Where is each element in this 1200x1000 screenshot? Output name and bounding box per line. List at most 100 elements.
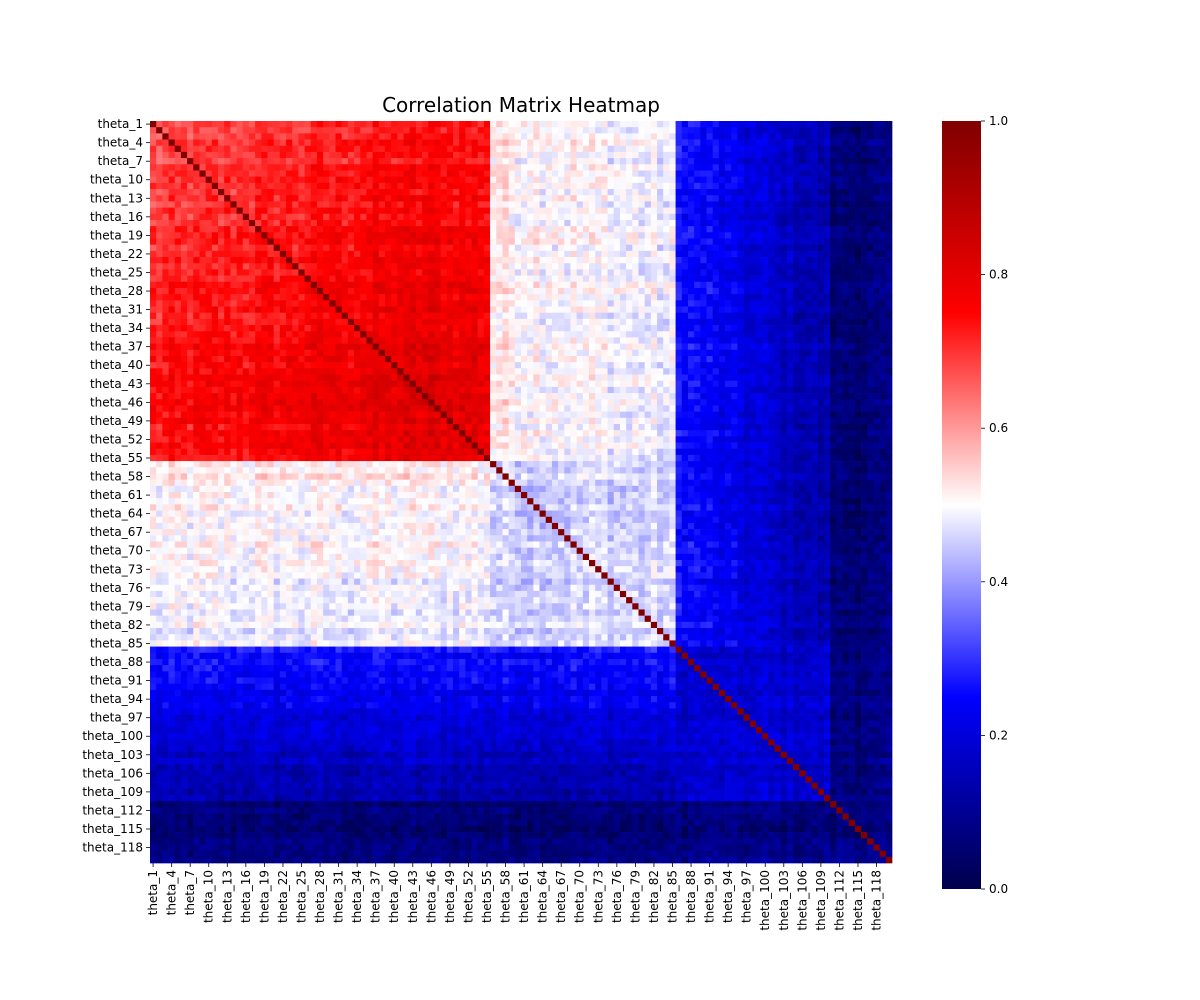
heatmap-cell bbox=[514, 127, 522, 134]
heatmap-cell bbox=[508, 318, 516, 326]
heatmap-cell bbox=[341, 257, 349, 264]
heatmap-cell bbox=[335, 158, 343, 165]
heatmap-cell bbox=[310, 374, 318, 382]
heatmap-cell bbox=[755, 287, 763, 295]
heatmap-cell bbox=[397, 201, 404, 208]
heatmap-cell bbox=[619, 300, 627, 307]
heatmap-cell bbox=[607, 238, 615, 246]
heatmap-cell bbox=[452, 337, 460, 344]
heatmap-cell bbox=[533, 244, 540, 252]
heatmap-cell bbox=[848, 331, 856, 338]
heatmap-cell bbox=[811, 213, 819, 221]
heatmap-cell bbox=[428, 232, 435, 239]
heatmap-cell bbox=[471, 226, 479, 233]
heatmap-cell bbox=[378, 374, 386, 382]
heatmap-cell bbox=[533, 250, 540, 258]
heatmap-cell bbox=[156, 275, 163, 283]
heatmap-cell bbox=[378, 281, 386, 289]
heatmap-cell bbox=[842, 232, 850, 239]
heatmap-cell bbox=[409, 368, 417, 375]
heatmap-cell bbox=[446, 139, 454, 147]
heatmap-cell bbox=[304, 151, 312, 159]
heatmap-cell bbox=[848, 182, 856, 190]
heatmap-cell bbox=[521, 201, 528, 208]
heatmap-cell bbox=[304, 226, 312, 233]
heatmap-cell bbox=[397, 263, 404, 270]
heatmap-cell bbox=[799, 355, 806, 363]
heatmap-cell bbox=[700, 158, 707, 165]
heatmap-cell bbox=[168, 318, 176, 326]
heatmap-cell bbox=[576, 263, 584, 270]
heatmap-cell bbox=[601, 287, 608, 295]
heatmap-cell bbox=[193, 331, 200, 338]
heatmap-cell bbox=[211, 207, 219, 215]
heatmap-cell bbox=[694, 151, 701, 159]
heatmap-cell bbox=[539, 287, 547, 295]
heatmap-cell bbox=[842, 269, 850, 276]
heatmap-cell bbox=[335, 300, 343, 307]
heatmap-cell bbox=[725, 257, 732, 264]
heatmap-cell bbox=[786, 158, 794, 165]
heatmap-cell bbox=[774, 201, 782, 208]
heatmap-cell bbox=[570, 176, 577, 184]
heatmap-cell bbox=[483, 337, 491, 344]
heatmap-cell bbox=[422, 325, 429, 332]
heatmap-cell bbox=[199, 244, 206, 252]
heatmap-cell bbox=[619, 201, 627, 208]
heatmap-cell bbox=[174, 368, 182, 375]
heatmap-cell bbox=[842, 176, 850, 184]
heatmap-cell bbox=[459, 269, 466, 276]
heatmap-cell bbox=[261, 281, 268, 289]
heatmap-cell bbox=[242, 127, 250, 134]
heatmap-cell bbox=[521, 238, 528, 246]
heatmap-cell bbox=[582, 219, 590, 227]
heatmap-cell bbox=[564, 312, 571, 320]
heatmap-cell bbox=[545, 133, 553, 140]
heatmap-cell bbox=[267, 368, 275, 375]
heatmap-cell bbox=[471, 355, 479, 363]
heatmap-cell bbox=[595, 170, 602, 177]
heatmap-cell bbox=[483, 170, 491, 177]
heatmap-cell bbox=[768, 219, 775, 227]
heatmap-cell bbox=[329, 374, 336, 382]
heatmap-cell bbox=[477, 151, 485, 159]
heatmap-cell bbox=[168, 189, 176, 196]
heatmap-cell bbox=[613, 213, 621, 221]
heatmap-cell bbox=[341, 127, 349, 134]
heatmap-cell bbox=[490, 195, 497, 202]
heatmap-cell bbox=[409, 318, 417, 326]
heatmap-cell bbox=[694, 250, 701, 258]
heatmap-cell bbox=[230, 170, 237, 177]
heatmap-cell bbox=[836, 232, 843, 239]
heatmap-cell bbox=[687, 325, 695, 332]
heatmap-cell bbox=[545, 287, 553, 295]
heatmap-cell bbox=[224, 269, 231, 276]
heatmap-cell bbox=[644, 170, 652, 177]
heatmap-cell bbox=[341, 374, 349, 382]
heatmap-cell bbox=[279, 250, 287, 258]
heatmap-cell bbox=[755, 238, 763, 246]
heatmap-cell bbox=[521, 244, 528, 252]
heatmap-cell bbox=[508, 207, 516, 215]
heatmap-cell bbox=[434, 325, 441, 332]
heatmap-cell bbox=[576, 238, 584, 246]
heatmap-cell bbox=[848, 139, 856, 147]
heatmap-cell bbox=[211, 170, 219, 177]
heatmap-cell bbox=[316, 362, 324, 369]
heatmap-cell bbox=[267, 362, 275, 369]
heatmap-cell bbox=[613, 312, 621, 320]
heatmap-cell bbox=[607, 257, 615, 264]
heatmap-cell bbox=[156, 287, 163, 295]
heatmap-cell bbox=[539, 355, 547, 363]
heatmap-cell bbox=[316, 170, 324, 177]
heatmap-cell bbox=[292, 189, 299, 196]
heatmap-cell bbox=[242, 269, 250, 276]
heatmap-cell bbox=[786, 343, 794, 351]
heatmap-cell bbox=[366, 368, 373, 375]
heatmap-cell bbox=[316, 226, 324, 233]
heatmap-cell bbox=[403, 257, 411, 264]
heatmap-cell bbox=[681, 232, 689, 239]
heatmap-cell bbox=[193, 269, 200, 276]
heatmap-cell bbox=[601, 294, 608, 301]
heatmap-cell bbox=[657, 300, 664, 307]
